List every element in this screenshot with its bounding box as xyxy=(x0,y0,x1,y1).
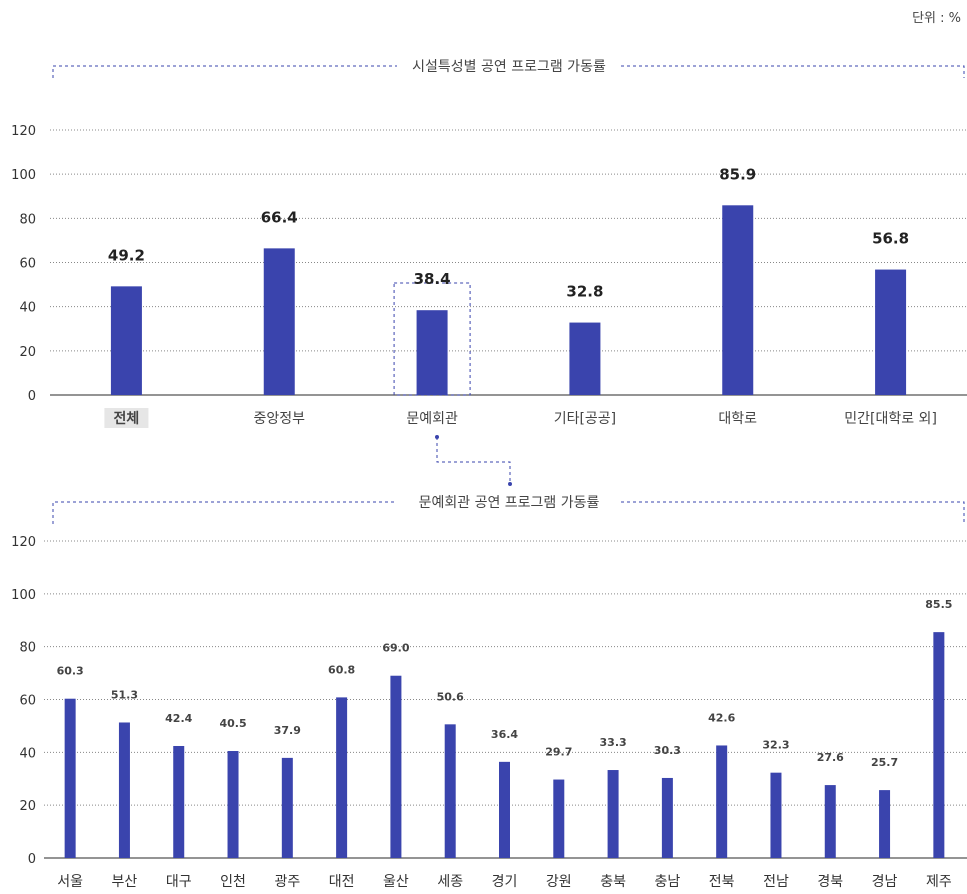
panel1-y-tick-label: 0 xyxy=(28,389,36,404)
panel1-y-tick-label: 100 xyxy=(11,168,36,183)
panel2-y-tick-label: 40 xyxy=(19,746,36,761)
panel1-y-tick-label: 80 xyxy=(19,212,36,227)
bar xyxy=(281,757,293,858)
bar-value-label: 32.3 xyxy=(762,739,789,752)
x-tick-label: 경북 xyxy=(817,874,843,890)
x-tick-label: 전체 xyxy=(114,410,140,427)
x-tick-label: 세종 xyxy=(437,874,463,890)
bar-value-label: 40.5 xyxy=(219,717,246,730)
bar xyxy=(173,745,185,858)
bar-value-label: 38.4 xyxy=(414,270,451,288)
bar xyxy=(336,697,348,858)
bar-value-label: 60.8 xyxy=(328,663,355,676)
panel2-y-tick-label: 120 xyxy=(11,535,36,550)
bar xyxy=(118,722,130,858)
connector-dot-end xyxy=(508,482,512,486)
bar xyxy=(607,770,619,858)
panel1-title: 시설특성별 공연 프로그램 가동률 xyxy=(412,59,606,75)
x-tick-label: 광주 xyxy=(274,874,300,890)
panel2-y-tick-label: 20 xyxy=(19,799,36,814)
bar xyxy=(933,632,945,858)
x-tick-label: 중앙정부 xyxy=(253,411,305,427)
panel2-y-tick-label: 60 xyxy=(19,694,36,709)
bar-value-label: 36.4 xyxy=(491,728,518,741)
bar xyxy=(770,772,782,858)
bar xyxy=(444,724,456,858)
connector-line xyxy=(436,437,511,483)
x-tick-label: 문예회관 xyxy=(406,411,458,427)
bar-value-label: 85.9 xyxy=(719,165,756,183)
panel1-y-tick-label: 40 xyxy=(19,301,36,316)
panel1-bracket-left xyxy=(52,65,397,78)
bar-value-label: 66.4 xyxy=(261,208,298,226)
bar-value-label: 30.3 xyxy=(654,744,681,757)
bar xyxy=(390,675,402,858)
x-tick-label: 민간[대학로 외] xyxy=(844,411,937,427)
bar-value-label: 27.6 xyxy=(817,751,844,764)
bar xyxy=(716,745,728,858)
x-tick-label: 부산 xyxy=(112,874,138,890)
bar-value-label: 85.5 xyxy=(925,598,952,611)
connector-dot-start xyxy=(435,435,439,439)
x-tick-label: 기타[공공] xyxy=(554,411,616,427)
x-tick-label: 강원 xyxy=(546,874,572,890)
panel2-y-tick-label: 0 xyxy=(28,852,36,867)
unit-label: 단위 : % xyxy=(912,11,961,26)
bar xyxy=(499,761,510,858)
bar-value-label: 69.0 xyxy=(382,642,409,655)
x-tick-label: 울산 xyxy=(383,874,409,890)
bar-value-label: 33.3 xyxy=(600,736,627,749)
x-tick-label: 경기 xyxy=(492,874,518,890)
bar xyxy=(824,785,836,858)
x-tick-label: 제주 xyxy=(926,874,952,890)
bar xyxy=(553,779,565,858)
bar xyxy=(569,322,601,395)
bar xyxy=(661,777,673,858)
bar-value-label: 32.8 xyxy=(566,283,603,301)
x-tick-label: 서울 xyxy=(57,874,83,890)
bar xyxy=(263,248,295,395)
x-tick-label: 충남 xyxy=(654,874,680,890)
x-tick-label: 전남 xyxy=(763,874,789,890)
x-tick-label: 충북 xyxy=(600,874,626,890)
bar xyxy=(416,310,448,395)
bar-value-label: 29.7 xyxy=(545,746,572,759)
panel1-y-tick-label: 60 xyxy=(19,257,36,272)
x-tick-label: 경남 xyxy=(872,874,898,890)
highlight-box xyxy=(393,282,471,396)
panel2-y-tick-label: 80 xyxy=(19,641,36,656)
panel2-y-tick-label: 100 xyxy=(11,588,36,603)
x-tick-label: 대구 xyxy=(166,874,192,890)
bar xyxy=(64,698,76,858)
bar-value-label: 50.6 xyxy=(437,690,464,703)
panel1-y-tick-label: 20 xyxy=(19,345,36,360)
x-tick-label: 대학로 xyxy=(718,411,757,427)
panel-facility-type-chart: 시설특성별 공연 프로그램 가동률 0 20 40 60 80 100 120 49.2 전체 6… xyxy=(11,59,967,486)
bar-value-label: 49.2 xyxy=(108,246,145,264)
panel1-y-tick-label: 120 xyxy=(11,124,36,139)
panel2-bracket-left xyxy=(52,501,397,524)
x-tick-label: 대전 xyxy=(329,874,355,890)
bar xyxy=(875,269,907,395)
bar xyxy=(227,751,239,858)
bar xyxy=(722,205,754,395)
x-tick-label: 전북 xyxy=(709,874,735,890)
bar xyxy=(110,286,142,395)
panel2-bracket-right xyxy=(621,501,965,524)
bar xyxy=(879,790,891,858)
bar-value-label: 60.3 xyxy=(57,665,84,678)
x-tick-label: 인천 xyxy=(220,874,246,890)
highlight-label-bg xyxy=(104,408,149,428)
panel-region-chart: 문예회관 공연 프로그램 가동률 0 20 40 60 80 100 120 60.3 서울 51… xyxy=(11,495,967,890)
bar-value-label: 42.6 xyxy=(708,711,735,724)
bar-value-label: 51.3 xyxy=(111,688,138,701)
bar-value-label: 42.4 xyxy=(165,712,192,725)
panel2-title: 문예회관 공연 프로그램 가동률 xyxy=(419,495,600,511)
bar-value-label: 37.9 xyxy=(274,724,301,737)
bar-value-label: 56.8 xyxy=(872,230,909,248)
bar-value-label: 25.7 xyxy=(871,756,898,769)
panel1-bracket-right xyxy=(621,65,965,78)
